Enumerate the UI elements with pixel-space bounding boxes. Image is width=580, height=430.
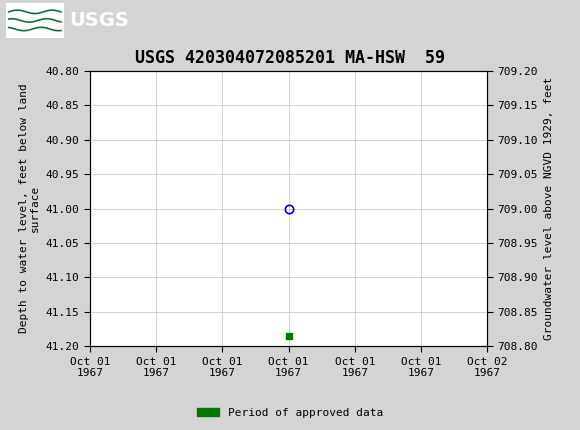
Legend: Period of approved data: Period of approved data <box>193 403 387 422</box>
Text: USGS: USGS <box>70 11 129 30</box>
Y-axis label: Depth to water level, feet below land
surface: Depth to water level, feet below land su… <box>19 84 40 333</box>
Text: USGS 420304072085201 MA-HSW  59: USGS 420304072085201 MA-HSW 59 <box>135 49 445 67</box>
Y-axis label: Groundwater level above NGVD 1929, feet: Groundwater level above NGVD 1929, feet <box>543 77 554 340</box>
Bar <box>6 3 64 37</box>
